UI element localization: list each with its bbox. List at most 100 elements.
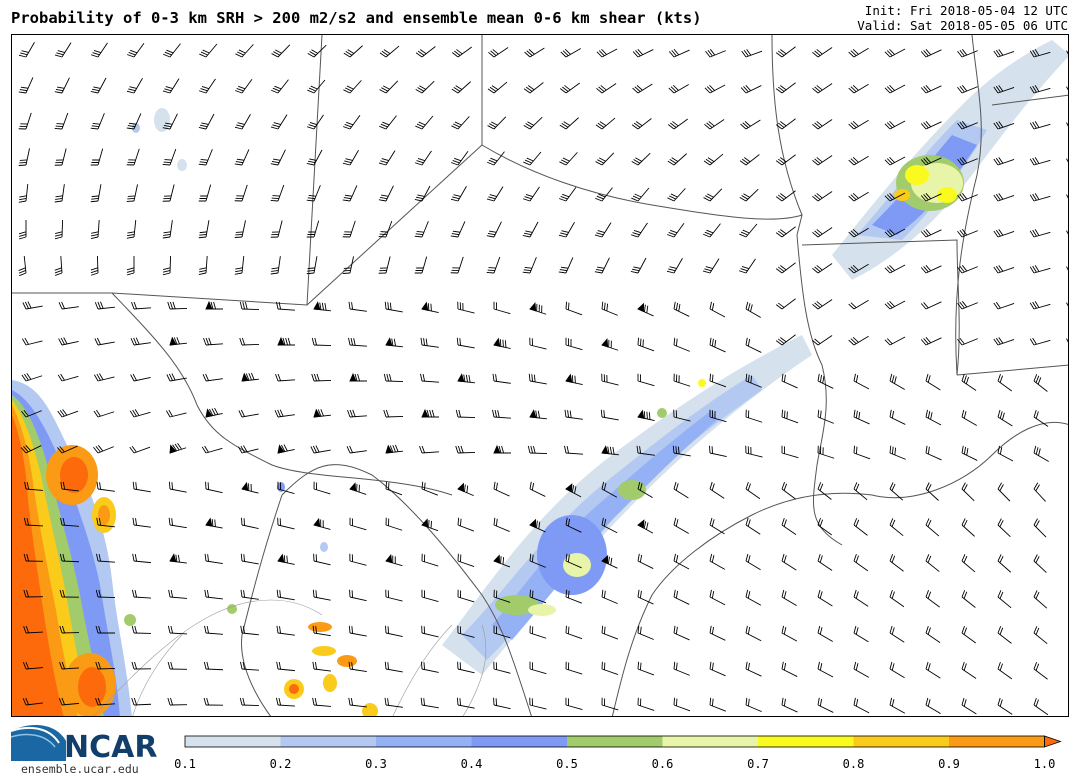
wind-barb <box>169 553 187 564</box>
wind-barb <box>277 517 295 530</box>
wind-barb <box>451 150 469 166</box>
wind-barb <box>198 256 208 275</box>
wind-barb <box>203 337 223 346</box>
wind-barb <box>993 121 1015 130</box>
wind-barb <box>342 220 356 238</box>
wind-barb <box>59 553 80 563</box>
colorbar-swatch <box>662 736 758 747</box>
wind-barb <box>313 517 331 530</box>
wind-barb <box>205 481 223 494</box>
wind-barb <box>1066 230 1068 238</box>
wind-barb <box>310 445 331 454</box>
wind-barb <box>204 625 223 635</box>
wind-barb <box>385 553 403 567</box>
wind-barb <box>385 444 403 454</box>
wind-barb <box>673 589 690 605</box>
wind-barb <box>457 589 475 603</box>
wind-barb <box>961 590 976 608</box>
wind-barb <box>745 409 763 423</box>
wind-barb <box>637 625 654 640</box>
wind-barb <box>346 445 367 454</box>
wind-barb <box>709 481 725 499</box>
wind-barb <box>925 590 940 608</box>
wind-barb <box>383 409 404 418</box>
wind-barb <box>420 337 439 348</box>
wind-barb <box>601 554 618 569</box>
wind-barb <box>667 222 685 238</box>
wind-barb <box>96 553 115 563</box>
wind-barb <box>379 45 400 58</box>
wind-barb <box>565 301 583 316</box>
wind-barb <box>781 409 799 424</box>
wind-barb <box>421 625 439 638</box>
wind-barb <box>54 42 72 58</box>
wind-barb <box>90 77 107 94</box>
wind-barb <box>637 373 655 387</box>
wind-barb <box>961 373 977 391</box>
wind-barb <box>163 43 181 58</box>
wind-barb <box>165 409 187 418</box>
wind-barb <box>54 148 67 166</box>
wind-barb <box>342 256 354 274</box>
wind-barb <box>925 554 940 572</box>
wind-barb <box>961 661 977 679</box>
wind-barb <box>54 77 70 94</box>
wind-barb <box>486 221 502 238</box>
wind-barb <box>1066 302 1068 310</box>
wind-barb <box>126 148 140 166</box>
wind-barb <box>420 373 439 383</box>
wind-barb <box>637 661 655 676</box>
wind-barb <box>313 301 331 312</box>
wind-barb <box>781 553 797 571</box>
wind-barb <box>349 553 367 566</box>
wind-barb <box>414 150 432 166</box>
wind-barb <box>925 697 941 715</box>
wind-barb <box>198 78 216 94</box>
wind-barb <box>673 373 691 387</box>
wind-barb <box>817 553 833 571</box>
map-canvas <box>12 35 1068 716</box>
wind-barb <box>379 80 399 94</box>
wind-barb <box>993 301 1015 310</box>
wind-barb <box>961 409 977 426</box>
wind-barb <box>637 589 654 605</box>
wind-barb <box>957 49 978 58</box>
wind-barb <box>529 518 546 533</box>
wind-barb <box>565 517 582 533</box>
wind-barb <box>993 193 1015 202</box>
wind-barb <box>595 117 616 130</box>
wind-barb <box>631 118 652 130</box>
wind-barb <box>234 220 246 238</box>
wind-barb <box>853 518 868 536</box>
wind-barb <box>95 661 116 670</box>
wind-barb <box>889 661 905 679</box>
wind-barb <box>529 697 547 710</box>
wind-barb <box>23 589 44 598</box>
wind-barb <box>997 661 1013 680</box>
wind-barb <box>378 220 393 238</box>
colorbar-swatch <box>853 736 949 747</box>
wind-barb <box>745 517 761 535</box>
wind-barb <box>997 697 1013 715</box>
wind-barb <box>234 149 250 166</box>
wind-barb <box>277 336 295 346</box>
wind-barb <box>1033 554 1047 573</box>
wind-barb <box>384 697 403 708</box>
wind-barb <box>745 625 762 642</box>
wind-barb <box>241 481 259 494</box>
wind-barb <box>667 118 689 130</box>
wind-barb <box>378 150 396 166</box>
wind-barb <box>1033 374 1048 392</box>
colorbar-tick-label: 0.2 <box>270 757 292 771</box>
wind-barb <box>812 47 833 58</box>
wind-barb <box>1066 158 1068 166</box>
wind-barb <box>21 337 43 346</box>
colorbar-tick-label: 0.5 <box>556 757 578 771</box>
wind-barb <box>18 77 34 94</box>
wind-barb <box>275 697 295 707</box>
wind-barbs <box>18 42 1068 716</box>
colorbar-tick-label: 0.7 <box>747 757 769 771</box>
wind-barb <box>775 82 796 94</box>
wind-barb <box>775 154 796 166</box>
wind-barb <box>235 44 254 58</box>
